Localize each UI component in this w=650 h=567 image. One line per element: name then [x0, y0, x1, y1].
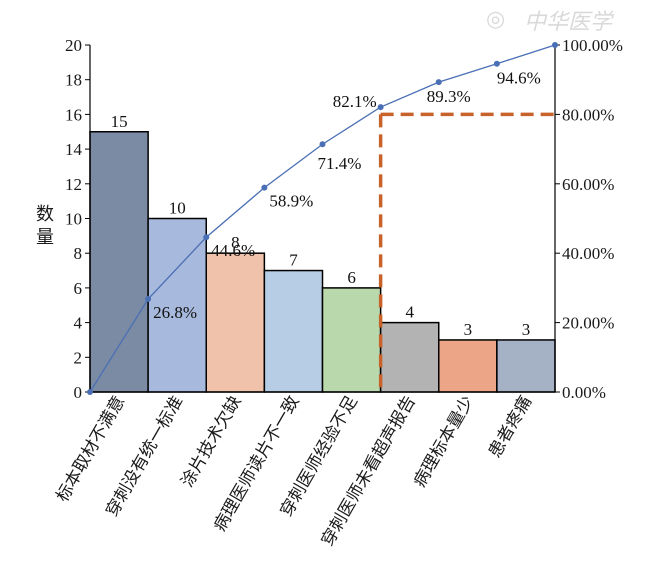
category-labels: 标本取材不满意穿刺没有统一标准涂片技术欠缺病理医师读片不一致穿刺医师经验不足穿刺… — [53, 393, 537, 550]
bar-value-label: 8 — [231, 233, 240, 252]
bar-value-label: 15 — [111, 112, 128, 131]
right-tick-label: 80.00% — [562, 105, 614, 124]
cumulative-point — [87, 389, 93, 395]
watermark-emblem-icon: ◎ — [486, 7, 505, 32]
watermark: 中华医学 — [524, 10, 615, 35]
left-tick-label: 4 — [74, 314, 83, 333]
cumulative-point — [377, 104, 384, 111]
left-tick-label: 8 — [74, 244, 83, 263]
left-tick-label: 20 — [65, 36, 82, 55]
bars-layer — [89, 131, 556, 393]
bar-3 — [205, 252, 266, 393]
right-tick-label: 20.00% — [562, 314, 614, 333]
left-tick-label: 14 — [65, 140, 83, 159]
left-tick-label: 16 — [65, 105, 82, 124]
bar-value-label: 10 — [169, 199, 186, 218]
right-axis-ticks: 0.00% 20.00% 40.00% 60.00% 80.00% 100.00% — [555, 36, 623, 402]
cutoff-lines — [378, 112, 555, 392]
y-axis-label-char-1: 数 — [36, 204, 54, 225]
cumulative-label: 44.6% — [211, 241, 255, 260]
right-tick-label: 40.00% — [562, 244, 614, 263]
left-tick-label: 12 — [65, 175, 82, 194]
cumulative-line-layer — [87, 42, 558, 395]
cumulative-label: 89.3% — [427, 87, 471, 106]
cumulative-label: 26.8% — [153, 303, 197, 322]
category-label: 病理标本量少 — [410, 393, 478, 491]
bar-value-label: 3 — [522, 320, 531, 339]
left-tick-label: 2 — [74, 348, 83, 367]
cumulative-label: 94.6% — [497, 69, 541, 88]
bar-1 — [89, 131, 149, 393]
cumulative-point — [261, 184, 268, 191]
cumulative-point — [552, 42, 558, 48]
bar-6 — [379, 321, 440, 393]
left-tick-label: 6 — [74, 279, 83, 298]
left-axis-ticks: 0 2 4 6 8 10 12 14 16 18 20 — [65, 36, 90, 402]
cumulative-label: 71.4% — [318, 154, 362, 173]
cumulative-label: 82.1% — [333, 92, 377, 111]
bar-labels-layer: 15 10 8 7 6 4 3 3 — [111, 112, 531, 339]
cumulative-point — [435, 79, 442, 86]
bar-value-label: 4 — [405, 303, 414, 322]
category-label: 涂片技术欠缺 — [177, 393, 245, 491]
bar-7 — [438, 339, 498, 393]
cumulative-point — [145, 296, 152, 303]
cumulative-labels-layer: 26.8% 44.6% 58.9% 71.4% 82.1% 89.3% 94.6% — [153, 69, 541, 322]
cumulative-label: 58.9% — [269, 192, 313, 211]
bar-value-label: 6 — [347, 268, 356, 287]
right-tick-label: 60.00% — [562, 175, 614, 194]
cumulative-point — [493, 60, 500, 67]
left-tick-label: 18 — [65, 71, 82, 90]
right-tick-label: 100.00% — [562, 36, 623, 55]
cumulative-point — [319, 141, 326, 148]
y-axis-label-char-2: 量 — [36, 227, 54, 248]
bar-value-label: 7 — [289, 251, 298, 270]
left-tick-label: 0 — [74, 383, 83, 402]
right-tick-label: 0.00% — [562, 383, 606, 402]
bar-8 — [496, 339, 556, 393]
category-label: 患者疼痛 — [485, 393, 536, 462]
left-tick-label: 10 — [65, 210, 82, 229]
cumulative-point — [203, 234, 210, 241]
bar-value-label: 3 — [464, 320, 473, 339]
bar-5 — [321, 287, 382, 393]
bar-4 — [263, 269, 324, 393]
